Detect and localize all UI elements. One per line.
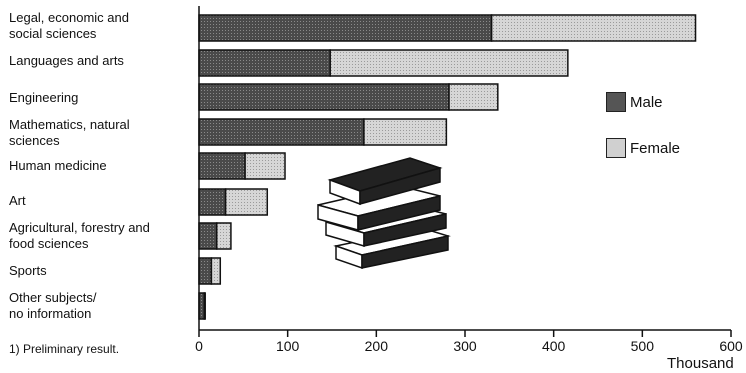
category-label: Engineering xyxy=(9,90,79,105)
bar-male-6 xyxy=(198,222,218,250)
bar-female-7 xyxy=(210,257,222,285)
x-tick-label: 500 xyxy=(630,338,654,354)
bar-male-2 xyxy=(198,83,450,111)
bar-male-8 xyxy=(198,292,206,320)
legend-label-male: Male xyxy=(630,93,663,111)
bar-male-4 xyxy=(198,152,246,180)
bar-female-5 xyxy=(224,188,269,216)
category-label: Sports xyxy=(9,263,47,278)
x-tick-label: 200 xyxy=(364,338,388,354)
x-axis-unit-label: Thousand xyxy=(667,355,734,372)
legend-item-male: Male xyxy=(606,92,663,112)
x-tick-label: 300 xyxy=(453,338,477,354)
bars-group xyxy=(198,14,697,320)
legend-label-female: Female xyxy=(630,139,681,157)
bar-female-4 xyxy=(244,152,286,180)
bar-female-0 xyxy=(490,14,697,42)
bar-male-0 xyxy=(198,14,493,42)
bar-female-1 xyxy=(329,49,569,77)
bar-male-1 xyxy=(198,49,331,77)
bar-male-7 xyxy=(198,257,213,285)
category-label: Art xyxy=(9,193,26,208)
category-label: Languages and arts xyxy=(9,53,124,68)
bar-female-3 xyxy=(363,118,448,146)
category-label: Agricultural, forestry and food sciences xyxy=(9,220,150,251)
category-label: Mathematics, natural sciences xyxy=(9,117,130,148)
x-tick-label: 400 xyxy=(541,338,566,354)
bar-female-6 xyxy=(215,222,232,250)
category-label: Human medicine xyxy=(9,158,107,173)
x-tick-label: 0 xyxy=(195,338,203,354)
books-illustration xyxy=(317,157,451,270)
legend-swatch-male xyxy=(606,92,626,112)
x-ticks-group xyxy=(198,330,732,337)
legend-item-female: Female xyxy=(606,138,680,158)
bar-female-2 xyxy=(448,83,499,111)
bar-male-3 xyxy=(198,118,365,146)
category-label: Legal, economic and social sciences xyxy=(9,10,129,41)
legend-swatch-female xyxy=(606,138,626,158)
x-tick-label: 600 xyxy=(719,338,743,354)
bar-male-5 xyxy=(198,188,227,216)
footnote: 1) Preliminary result. xyxy=(9,342,120,356)
bar-female-8 xyxy=(203,292,206,320)
category-label: Other subjects/ no information xyxy=(9,290,97,321)
x-tick-label: 100 xyxy=(275,338,300,354)
